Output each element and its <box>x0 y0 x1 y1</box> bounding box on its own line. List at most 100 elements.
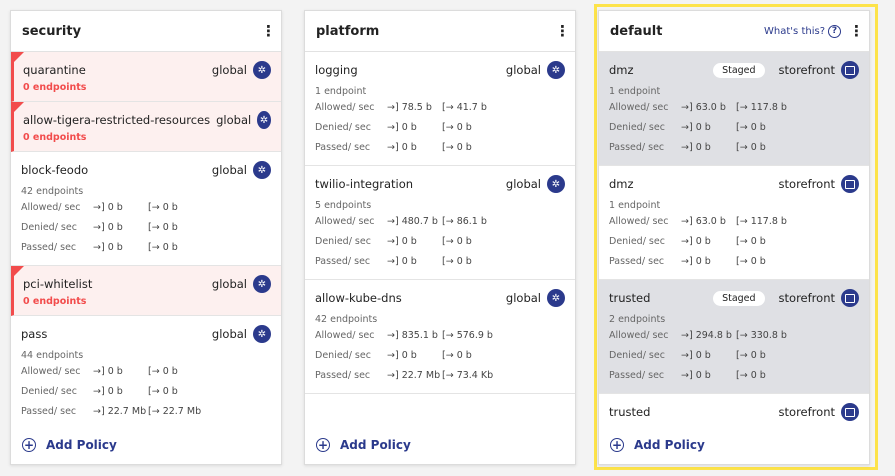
policy-name: pci-whitelist <box>23 277 93 291</box>
outbound-value: [→ 0 b <box>148 366 178 377</box>
namespace-icon <box>841 61 859 79</box>
policy-row[interactable]: allow-tigera-restricted-resources global ✲… <box>11 102 281 152</box>
policy-row[interactable]: dmz Staged storefront 1 endpoint Allowed/ se… <box>599 52 869 166</box>
more-options-icon[interactable]: ⋮ <box>555 22 570 40</box>
add-policy-button[interactable]: + Add Policy <box>22 438 117 452</box>
outbound-value: [→ 117.8 b <box>736 102 787 113</box>
stat-allowed: Allowed/ sec →] 480.7 b [→ 86.1 b <box>315 211 565 231</box>
outbound-arrow-icon: [→ <box>736 121 748 133</box>
inbound-bytes: 0 b <box>107 201 123 213</box>
outbound-bytes: 0 b <box>162 365 178 377</box>
tier-header: default What's this?? ⋮ <box>599 11 869 52</box>
outbound-value: [→ 0 b <box>736 236 766 247</box>
inbound-value: →] 0 b <box>681 142 736 153</box>
policy-row[interactable]: trusted storefront <box>599 394 869 421</box>
outbound-arrow-icon: [→ <box>442 101 454 113</box>
inbound-value: →] 0 b <box>387 256 442 267</box>
outbound-bytes: 0 b <box>750 369 766 381</box>
policy-scope: global <box>216 113 252 127</box>
add-policy-button[interactable]: + Add Policy <box>610 438 705 452</box>
policy-row[interactable]: logging global ✲ 1 endpoint Allowed/ sec →] 7… <box>305 52 575 166</box>
stat-label: Passed/ sec <box>315 141 371 153</box>
whats-this-label: What's this? <box>764 25 825 37</box>
outbound-arrow-icon: [→ <box>442 235 454 247</box>
stat-denied: Denied/ sec →] 0 b [→ 0 b <box>21 217 271 237</box>
stat-passed: Passed/ sec →] 0 b [→ 0 b <box>21 237 271 257</box>
stat-label: Allowed/ sec <box>21 365 81 377</box>
policy-header: logging global ✲ <box>315 60 565 80</box>
stat-denied: Denied/ sec →] 0 b [→ 0 b <box>609 231 859 251</box>
stat-label: Allowed/ sec <box>21 201 81 213</box>
outbound-bytes: 117.8 b <box>750 101 787 113</box>
kubernetes-icon: ✲ <box>253 61 271 79</box>
inbound-arrow-icon: →] <box>387 255 399 267</box>
inbound-value: →] 0 b <box>387 236 442 247</box>
policy-name: dmz <box>609 63 634 77</box>
endpoint-count: 2 endpoints <box>609 314 666 325</box>
stat-allowed: Allowed/ sec →] 78.5 b [→ 41.7 b <box>315 97 565 117</box>
inbound-bytes: 22.7 Mb <box>401 369 441 381</box>
stat-label: Allowed/ sec <box>609 101 669 113</box>
outbound-arrow-icon: [→ <box>736 329 748 341</box>
policy-row[interactable]: twilio-integration global ✲ 5 endpoints Allo… <box>305 166 575 280</box>
whats-this-link[interactable]: What's this?? <box>764 24 841 38</box>
outbound-value: [→ 0 b <box>736 122 766 133</box>
outbound-bytes: 0 b <box>456 349 472 361</box>
add-policy-label: Add Policy <box>46 438 117 452</box>
kubernetes-icon: ✲ <box>547 175 565 193</box>
outbound-value: [→ 0 b <box>736 142 766 153</box>
policy-row[interactable]: pass global ✲ 44 endpoints Allowed/ sec →] 0 … <box>11 316 281 421</box>
policy-scope: global <box>505 63 541 77</box>
outbound-value: [→ 0 b <box>736 370 766 381</box>
policy-row[interactable]: dmz storefront 1 endpoint Allowed/ sec →] 63… <box>599 166 869 280</box>
outbound-value: [→ 0 b <box>442 142 472 153</box>
policy-header: trusted storefront <box>609 402 859 421</box>
more-options-icon[interactable]: ⋮ <box>849 22 864 40</box>
policy-row[interactable]: allow-kube-dns global ✲ 42 endpoints Allowed… <box>305 280 575 394</box>
endpoint-count: 1 endpoint <box>609 200 661 211</box>
inbound-value: →] 0 b <box>681 350 736 361</box>
policy-name: logging <box>315 63 358 77</box>
outbound-bytes: 330.8 b <box>750 329 787 341</box>
policy-list[interactable]: logging global ✲ 1 endpoint Allowed/ sec →] 7… <box>305 52 575 421</box>
tier-title: security <box>22 23 82 39</box>
kubernetes-icon: ✲ <box>253 275 271 293</box>
policy-row[interactable]: trusted Staged storefront 2 endpoints Allowe… <box>599 280 869 394</box>
inbound-bytes: 0 b <box>695 121 711 133</box>
inbound-arrow-icon: →] <box>387 121 399 133</box>
help-icon: ? <box>828 24 841 38</box>
policy-row[interactable]: pci-whitelist global ✲ 0 endpoints <box>11 266 281 316</box>
policy-name: pass <box>21 327 48 341</box>
add-policy-button[interactable]: + Add Policy <box>316 438 411 452</box>
policy-name: allow-kube-dns <box>315 291 402 305</box>
inbound-bytes: 294.8 b <box>695 329 732 341</box>
policy-list[interactable]: dmz Staged storefront 1 endpoint Allowed/ se… <box>599 52 869 421</box>
outbound-bytes: 41.7 b <box>456 101 487 113</box>
policy-name: dmz <box>609 177 634 191</box>
stat-label: Allowed/ sec <box>315 329 375 341</box>
inbound-bytes: 22.7 Mb <box>107 405 147 417</box>
outbound-arrow-icon: [→ <box>736 235 748 247</box>
policy-scope: storefront <box>778 405 835 419</box>
more-options-icon[interactable]: ⋮ <box>261 22 276 40</box>
endpoint-count: 0 endpoints <box>23 82 87 93</box>
inbound-arrow-icon: →] <box>93 405 105 417</box>
policy-row[interactable]: block-feodo global ✲ 42 endpoints Allowed/ s… <box>11 152 281 266</box>
endpoint-count: 42 endpoints <box>21 186 84 197</box>
policy-row[interactable]: quarantine global ✲ 0 endpoints <box>11 52 281 102</box>
stat-denied: Denied/ sec →] 0 b [→ 0 b <box>315 231 565 251</box>
policy-list[interactable]: quarantine global ✲ 0 endpoints allow-tigera… <box>11 52 281 421</box>
outbound-arrow-icon: [→ <box>442 121 454 133</box>
stat-allowed: Allowed/ sec →] 63.0 b [→ 117.8 b <box>609 97 859 117</box>
inbound-value: →] 0 b <box>93 222 148 233</box>
stat-passed: Passed/ sec →] 0 b [→ 0 b <box>609 365 859 385</box>
inbound-value: →] 0 b <box>93 366 148 377</box>
inbound-value: →] 0 b <box>93 386 148 397</box>
policy-header: allow-tigera-restricted-resources global ✲ <box>23 110 271 130</box>
outbound-arrow-icon: [→ <box>736 369 748 381</box>
inbound-bytes: 78.5 b <box>401 101 432 113</box>
inbound-arrow-icon: →] <box>681 369 693 381</box>
outbound-bytes: 0 b <box>162 241 178 253</box>
stat-label: Allowed/ sec <box>609 329 669 341</box>
stat-label: Denied/ sec <box>315 235 371 247</box>
